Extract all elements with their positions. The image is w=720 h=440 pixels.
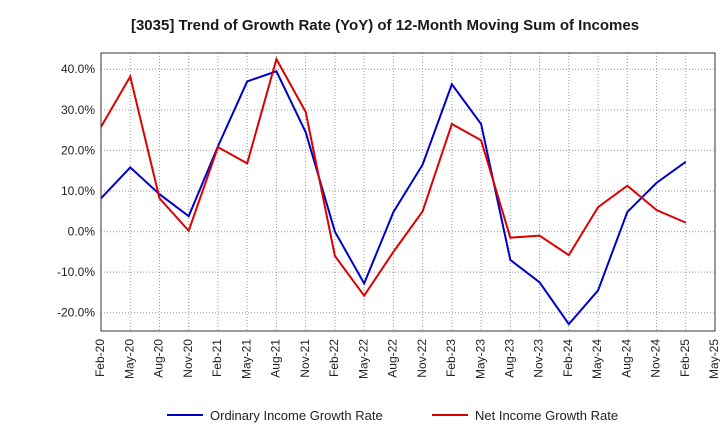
legend: Ordinary Income Growth Rate Net Income Gr… <box>167 408 618 423</box>
x-tick-label: Aug-24 <box>619 339 633 378</box>
x-tick-label: May-25 <box>707 339 720 379</box>
x-tick-label: Feb-23 <box>444 339 458 377</box>
x-tick-label: Feb-21 <box>210 339 224 377</box>
y-tick-label: 10.0% <box>61 184 95 198</box>
plot-frame <box>100 52 716 332</box>
x-tick-label: Feb-22 <box>327 339 341 377</box>
x-tick-label: May-23 <box>473 339 487 379</box>
x-tick-label: Feb-24 <box>561 339 575 377</box>
grid <box>101 53 715 331</box>
x-tick-label: Nov-24 <box>649 339 663 378</box>
x-tick-label: May-22 <box>356 339 370 379</box>
y-tick-label: 20.0% <box>61 143 95 157</box>
y-tick-label: 40.0% <box>61 62 95 76</box>
series-layer <box>100 56 687 326</box>
series-line-2 <box>100 56 687 298</box>
x-tick-label: Aug-23 <box>503 339 517 378</box>
x-tick-label: Nov-23 <box>532 339 546 378</box>
y-tick-label: 0.0% <box>68 225 96 239</box>
x-tick-label: May-21 <box>239 339 253 379</box>
x-tick-label: Aug-22 <box>386 339 400 378</box>
series-line-1 <box>100 70 687 326</box>
x-tick-label: Aug-20 <box>152 339 166 378</box>
x-tick-label: Nov-22 <box>415 339 429 378</box>
x-tick-label: May-20 <box>122 339 136 379</box>
y-tick-label: -10.0% <box>57 265 95 279</box>
y-tick-label: 30.0% <box>61 103 95 117</box>
legend-label: Net Income Growth Rate <box>475 408 618 423</box>
y-tick-label: -20.0% <box>57 306 95 320</box>
chart-title: [3035] Trend of Growth Rate (YoY) of 12-… <box>131 17 639 34</box>
legend-label: Ordinary Income Growth Rate <box>210 408 383 423</box>
y-axis: 40.0% 30.0% 20.0% 10.0% 0.0% -10.0% -20.0% <box>57 62 95 320</box>
x-tick-label: Aug-21 <box>269 339 283 378</box>
x-tick-label: May-24 <box>590 339 604 379</box>
x-tick-label: Feb-25 <box>678 339 692 377</box>
x-tick-label: Nov-20 <box>181 339 195 378</box>
x-tick-label: Nov-21 <box>298 339 312 378</box>
x-axis: Feb-20 May-20 Aug-20 Nov-20 Feb-21 May-21 Aug-… <box>93 339 720 379</box>
x-tick-label: Feb-20 <box>93 339 107 377</box>
